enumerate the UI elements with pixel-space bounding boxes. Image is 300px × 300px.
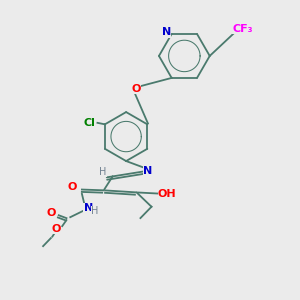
Text: N: N [162,28,171,38]
Text: CF₃: CF₃ [232,24,253,34]
Text: OH: OH [158,189,176,199]
Text: O: O [46,208,56,218]
Text: N: N [84,203,93,213]
Text: N: N [143,166,152,176]
Text: O: O [52,224,61,234]
Text: O: O [68,182,77,192]
Text: O: O [132,84,141,94]
Text: H: H [91,206,98,216]
Text: Cl: Cl [83,118,95,128]
Text: H: H [99,167,107,176]
